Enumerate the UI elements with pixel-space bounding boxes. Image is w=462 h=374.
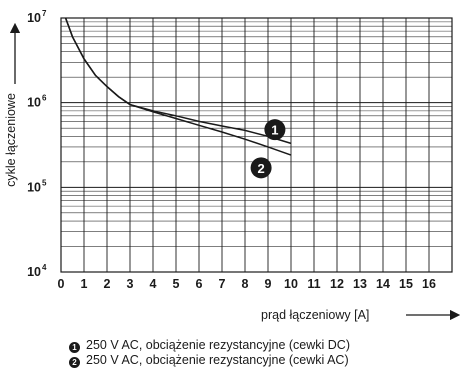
x-tick-label: 5 — [173, 277, 180, 291]
legend-marker-1: 1 — [69, 342, 80, 353]
series-marker-2 — [250, 157, 272, 179]
y-tick-exponent: 5 — [42, 178, 47, 187]
y-tick-label: 10 — [27, 96, 41, 110]
x-tick-label: 9 — [265, 277, 272, 291]
x-tick-label: 7 — [219, 277, 226, 291]
x-tick-label: 3 — [127, 277, 134, 291]
y-tick-label: 10 — [27, 180, 41, 194]
y-axis-label: cykle łączeniowe — [4, 93, 18, 187]
x-tick-label: 15 — [399, 277, 413, 291]
x-tick-label: 4 — [150, 277, 157, 291]
x-tick-label: 8 — [242, 277, 249, 291]
x-tick-label: 6 — [196, 277, 203, 291]
x-tick-label: 1 — [81, 277, 88, 291]
legend: 1 250 V AC, obciążenie rezystancyjne (cew… — [69, 338, 350, 368]
x-axis-label: prąd łączeniowy [A] — [261, 308, 369, 322]
x-tick-label: 13 — [353, 277, 367, 291]
y-tick-label: 10 — [27, 265, 41, 279]
legend-item-1: 1 250 V AC, obciążenie rezystancyjne (cew… — [69, 338, 350, 353]
legend-text-1: 250 V AC, obciążenie rezystancyjne (cewk… — [86, 338, 351, 352]
series-marker-1 — [264, 119, 286, 141]
legend-marker-2: 2 — [69, 357, 80, 368]
series-line-2 — [64, 17, 292, 156]
y-tick-label: 10 — [27, 11, 41, 25]
x-tick-label: 2 — [104, 277, 111, 291]
y-tick-exponent: 6 — [42, 94, 47, 103]
x-tick-label: 11 — [307, 277, 320, 291]
x-tick-label: 10 — [284, 277, 298, 291]
legend-text-2: 250 V AC, obciążenie rezystancyjne (cewk… — [86, 353, 349, 367]
legend-item-2: 2 250 V AC, obciążenie rezystancyjne (cew… — [69, 353, 350, 368]
series-marker-label-2: 2 — [257, 161, 264, 176]
x-tick-label: 14 — [376, 277, 390, 291]
x-tick-label: 0 — [58, 277, 65, 291]
x-tick-label: 12 — [330, 277, 344, 291]
y-tick-exponent: 7 — [42, 9, 47, 18]
series-marker-label-1: 1 — [271, 123, 278, 138]
plot-frame — [60, 17, 453, 273]
y-tick-exponent: 4 — [42, 263, 47, 272]
x-tick-label: 16 — [422, 277, 436, 291]
